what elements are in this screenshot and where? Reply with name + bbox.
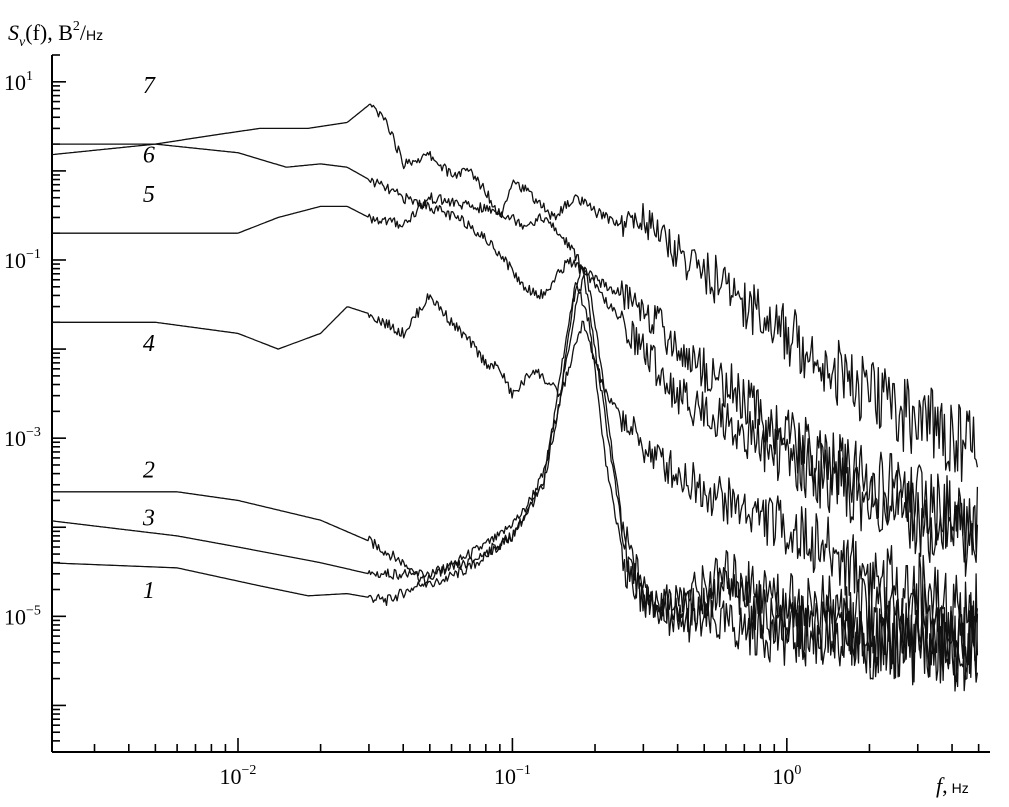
curve-label-4: 4: [143, 331, 155, 357]
y-tick-label: 101: [4, 69, 33, 95]
series-4-line: [52, 293, 979, 662]
axis-ticks: [52, 54, 980, 753]
series-group: [51, 103, 979, 692]
x-tick-label: 10−1: [494, 763, 531, 789]
y-tick-label: 10−5: [4, 603, 41, 629]
x-axis-title: f, Hz: [936, 773, 969, 798]
series-3-line: [51, 282, 979, 683]
curve-label-5: 5: [143, 182, 155, 208]
curve-label-1: 1: [143, 578, 155, 604]
y-tick-label: 10−1: [4, 247, 41, 273]
series-7-line: [51, 103, 979, 483]
y-axis-title: Sv(f), B2/Hz: [8, 19, 103, 50]
x-tick-label: 100: [772, 763, 801, 789]
curve-label-2: 2: [143, 458, 155, 484]
series-6-line: [52, 143, 979, 563]
curve-label-6: 6: [143, 142, 155, 168]
series-1-line: [51, 270, 979, 686]
curve-labels: 7 6 5 4 2 3 1: [142, 73, 156, 604]
y-tick-label: 10−3: [4, 425, 41, 451]
x-tick-label: 10−2: [220, 763, 257, 789]
tick-labels: 10−2 10−1 100 101 10−1 10−3 10−5: [4, 69, 801, 789]
series-2-line: [52, 265, 979, 692]
curve-label-7: 7: [143, 73, 156, 99]
series-5-line: [52, 192, 979, 577]
curve-label-3: 3: [142, 505, 155, 531]
